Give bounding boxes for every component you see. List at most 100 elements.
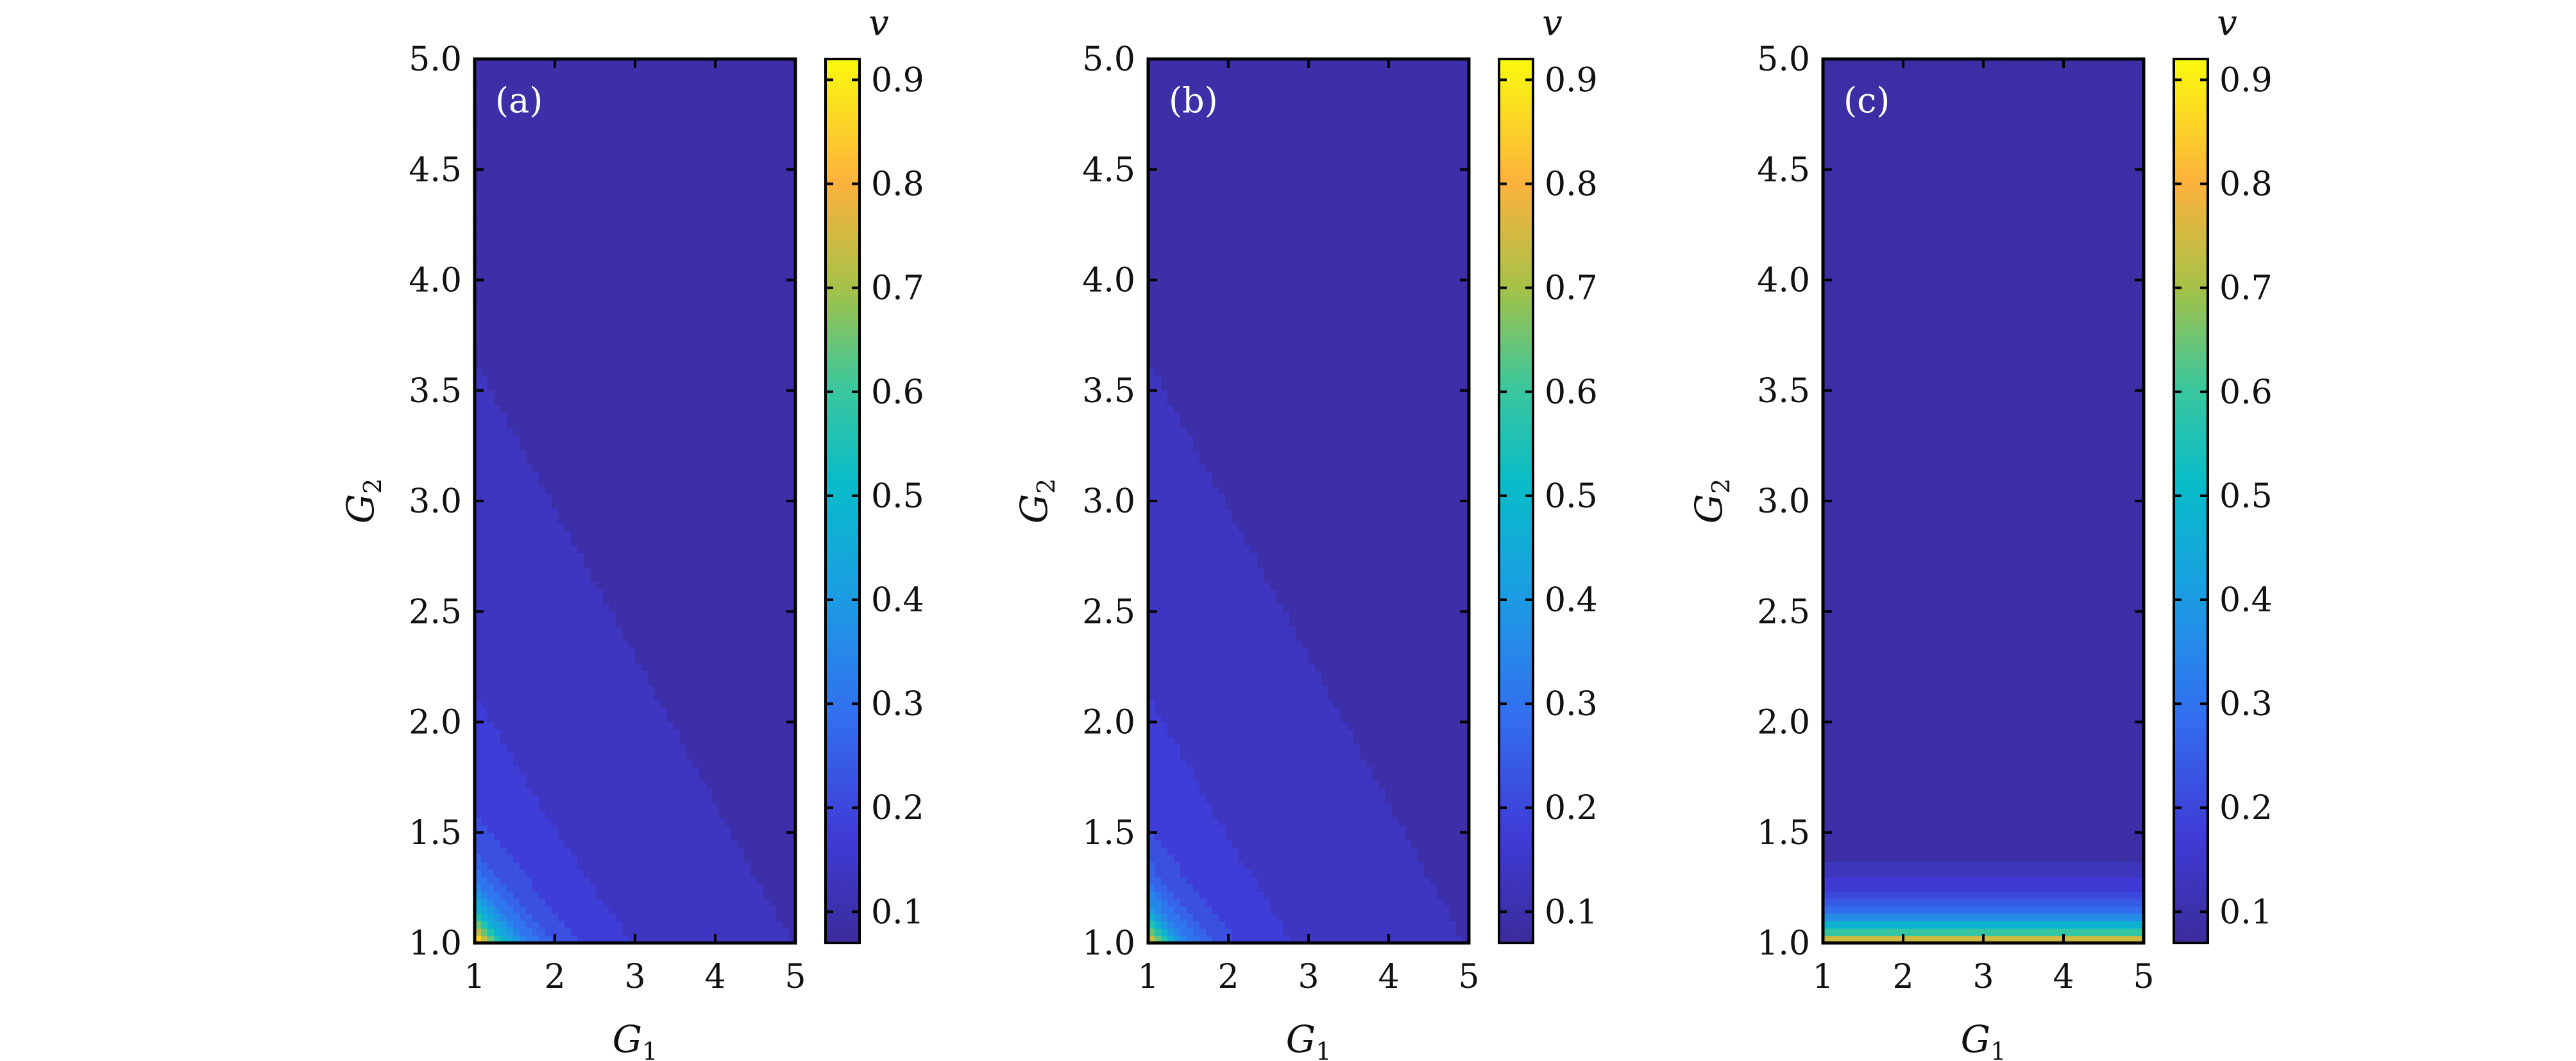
panel-a-heatmap-cell xyxy=(577,913,584,922)
panel-a-heatmap-cell xyxy=(712,891,719,899)
panel-a-heatmap-cell xyxy=(584,559,591,568)
panel-a-heatmap-cell xyxy=(526,729,533,738)
panel-a-heatmap-cell xyxy=(661,700,668,708)
panel-a-heatmap-cell xyxy=(558,832,565,840)
panel-a-heatmap-cell xyxy=(616,103,623,111)
panel-a-heatmap-cell xyxy=(693,810,700,819)
panel-a-heatmap-cell xyxy=(603,715,610,723)
panel-a-heatmap-cell xyxy=(494,906,501,914)
panel-a-heatmap-cell xyxy=(648,832,655,840)
panel-a-heatmap-cell xyxy=(532,935,539,944)
panel-a-heatmap-cell xyxy=(603,457,610,465)
panel-a-heatmap-cell xyxy=(532,228,539,237)
panel-a-heatmap-cell xyxy=(725,869,732,878)
panel-a-heatmap-cell xyxy=(500,884,507,892)
panel-a-heatmap-cell xyxy=(635,817,642,826)
panel-a-heatmap-cell xyxy=(609,199,616,207)
panel-a-heatmap-cell xyxy=(731,155,738,163)
panel-a-heatmap-cell xyxy=(558,81,565,89)
panel-a-heatmap-cell xyxy=(603,206,610,214)
panel-a-heatmap-cell xyxy=(571,434,578,443)
panel-a-heatmap-cell xyxy=(481,405,488,413)
panel-a-heatmap-cell xyxy=(552,736,559,745)
panel-a-heatmap-cell xyxy=(661,530,668,539)
panel-a-heatmap-cell xyxy=(699,162,706,170)
panel-a-heatmap-cell xyxy=(738,493,745,502)
panel-a-heatmap-cell xyxy=(475,184,482,192)
panel-a-heatmap-cell xyxy=(731,913,738,922)
panel-a-heatmap-cell xyxy=(507,273,514,281)
panel-a-heatmap-cell xyxy=(654,795,661,804)
panel-a-heatmap-cell xyxy=(648,884,655,892)
panel-a-heatmap-cell xyxy=(481,862,488,870)
panel-a-heatmap-cell xyxy=(564,228,572,237)
panel-a-heatmap-cell xyxy=(731,184,738,192)
panel-a-heatmap-cell xyxy=(654,781,661,789)
panel-a-heatmap-cell xyxy=(680,265,687,273)
panel-a-heatmap-cell xyxy=(686,324,693,332)
panel-a-heatmap-cell xyxy=(552,250,559,259)
panel-a-heatmap-cell xyxy=(545,906,552,914)
panel-a-heatmap-cell xyxy=(731,597,738,605)
panel-a-heatmap-cell xyxy=(597,405,604,413)
panel-a-heatmap-cell xyxy=(558,280,565,288)
panel-a-heatmap-cell xyxy=(558,847,565,855)
panel-a-heatmap-cell xyxy=(513,840,520,848)
panel-a-heatmap-cell xyxy=(725,515,732,524)
panel-a-heatmap-cell xyxy=(725,464,732,472)
panel-a-heatmap-cell xyxy=(648,191,655,199)
panel-a-heatmap-cell xyxy=(641,722,648,730)
panel-a-heatmap-cell xyxy=(577,692,584,700)
panel-a-heatmap-cell xyxy=(494,663,501,671)
panel-a-heatmap-cell xyxy=(520,715,527,723)
panel-a-heatmap-cell xyxy=(712,169,719,178)
panel-a-heatmap-cell xyxy=(699,501,706,509)
panel-a-heatmap-cell xyxy=(487,906,495,914)
panel-a-heatmap-cell xyxy=(629,508,636,516)
panel-a-heatmap-cell xyxy=(680,457,687,465)
panel-a-heatmap-cell xyxy=(481,802,488,811)
panel-a-heatmap-cell xyxy=(718,309,725,318)
panel-a-heatmap-cell xyxy=(629,96,636,104)
panel-a-heatmap-cell xyxy=(507,316,514,325)
panel-a-heatmap-cell xyxy=(577,862,584,870)
panel-a-heatmap-cell xyxy=(558,250,565,259)
panel-a-heatmap-cell xyxy=(674,501,681,509)
panel-a-heatmap-cell xyxy=(494,743,501,752)
panel-a-heatmap-cell xyxy=(648,147,655,155)
panel-a-heatmap-cell xyxy=(648,324,655,332)
panel-a-heatmap-cell xyxy=(712,199,719,207)
panel-a-heatmap-cell xyxy=(706,795,713,804)
panel-a-heatmap-cell xyxy=(648,559,655,568)
panel-a-heatmap-cell xyxy=(718,589,725,597)
panel-a-heatmap-cell xyxy=(552,442,559,450)
panel-a-heatmap-cell xyxy=(641,582,648,590)
panel-a-heatmap-cell xyxy=(654,758,661,767)
panel-a-heatmap-cell xyxy=(680,301,687,310)
panel-a-heatmap-cell xyxy=(545,802,552,811)
panel-a-heatmap-cell xyxy=(603,280,610,288)
panel-a-heatmap-cell xyxy=(558,73,565,82)
panel-a-heatmap-cell xyxy=(545,633,552,641)
panel-a-heatmap-cell xyxy=(577,825,584,833)
panel-a-heatmap-cell xyxy=(500,199,507,207)
panel-a-heatmap-cell xyxy=(718,324,725,332)
panel-a-heatmap-cell xyxy=(520,294,527,303)
panel-a-heatmap-cell xyxy=(577,273,584,281)
panel-a-heatmap-cell xyxy=(674,862,681,870)
panel-a-heatmap-cell xyxy=(532,545,539,553)
panel-a-heatmap-cell xyxy=(552,832,559,840)
panel-a-heatmap-cell xyxy=(718,685,725,693)
panel-a-heatmap-cell xyxy=(520,169,527,178)
panel-a-heatmap-cell xyxy=(584,221,591,229)
panel-a-heatmap-cell xyxy=(712,928,719,937)
panel-a-heatmap-cell xyxy=(686,169,693,178)
panel-a-heatmap-cell xyxy=(520,656,527,664)
panel-a-heatmap-cell xyxy=(475,700,482,708)
panel-a-heatmap-cell xyxy=(532,758,539,767)
panel-a-heatmap-cell xyxy=(712,464,719,472)
panel-a-heatmap-cell xyxy=(475,832,482,840)
panel-a-heatmap-cell xyxy=(674,921,681,929)
panel-a-heatmap-cell xyxy=(603,670,610,679)
panel-a-heatmap-cell xyxy=(526,361,533,369)
